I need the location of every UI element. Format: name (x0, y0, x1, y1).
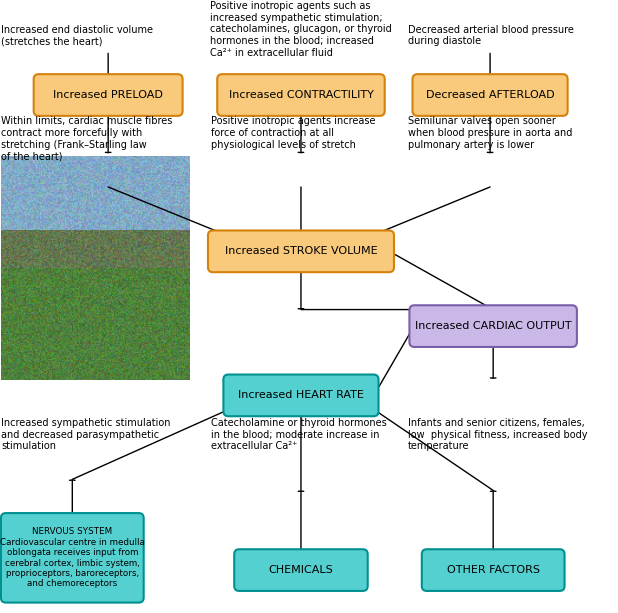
FancyBboxPatch shape (218, 74, 384, 116)
Text: Increased sympathetic stimulation
and decreased parasympathetic
stimulation: Increased sympathetic stimulation and de… (1, 418, 171, 451)
FancyBboxPatch shape (224, 375, 378, 416)
FancyBboxPatch shape (1, 513, 143, 603)
Text: Decreased AFTERLOAD: Decreased AFTERLOAD (426, 90, 554, 100)
Text: OTHER FACTORS: OTHER FACTORS (447, 565, 540, 575)
Text: Increased CONTRACTILITY: Increased CONTRACTILITY (229, 90, 373, 100)
Text: CHEMICALS: CHEMICALS (269, 565, 333, 575)
Text: Increased STROKE VOLUME: Increased STROKE VOLUME (225, 246, 377, 256)
Text: Decreased arterial blood pressure
during diastole: Decreased arterial blood pressure during… (408, 25, 574, 46)
Text: Positive inotropic agents such as
increased sympathetic stimulation;
catecholami: Positive inotropic agents such as increa… (210, 1, 392, 58)
FancyBboxPatch shape (33, 74, 183, 116)
Text: Semilunar valves open sooner
when blood pressure in aorta and
pulmonary artery i: Semilunar valves open sooner when blood … (408, 116, 572, 150)
Text: Increased end diastolic volume
(stretches the heart): Increased end diastolic volume (stretche… (1, 25, 153, 46)
Text: Increased PRELOAD: Increased PRELOAD (53, 90, 163, 100)
FancyBboxPatch shape (410, 305, 577, 347)
Text: Within limits, cardiac muscle fibres
contract more forcefully with
stretching (F: Within limits, cardiac muscle fibres con… (1, 116, 172, 161)
Text: NERVOUS SYSTEM
Cardiovascular centre in medulla
oblongata receives input from
ce: NERVOUS SYSTEM Cardiovascular centre in … (0, 527, 145, 588)
FancyBboxPatch shape (422, 549, 565, 591)
Text: Increased HEART RATE: Increased HEART RATE (238, 390, 364, 400)
Text: Increased CARDIAC OUTPUT: Increased CARDIAC OUTPUT (415, 321, 572, 331)
Text: Positive inotropic agents increase
force of contraction at all
physiological lev: Positive inotropic agents increase force… (211, 116, 376, 150)
Text: Infants and senior citizens, females,
low  physical fitness, increased body
temp: Infants and senior citizens, females, lo… (408, 418, 587, 451)
FancyBboxPatch shape (413, 74, 568, 116)
FancyBboxPatch shape (234, 549, 368, 591)
Text: Catecholamine or thyroid hormones
in the blood; moderate increase in
extracellul: Catecholamine or thyroid hormones in the… (211, 418, 387, 451)
FancyBboxPatch shape (208, 230, 394, 272)
